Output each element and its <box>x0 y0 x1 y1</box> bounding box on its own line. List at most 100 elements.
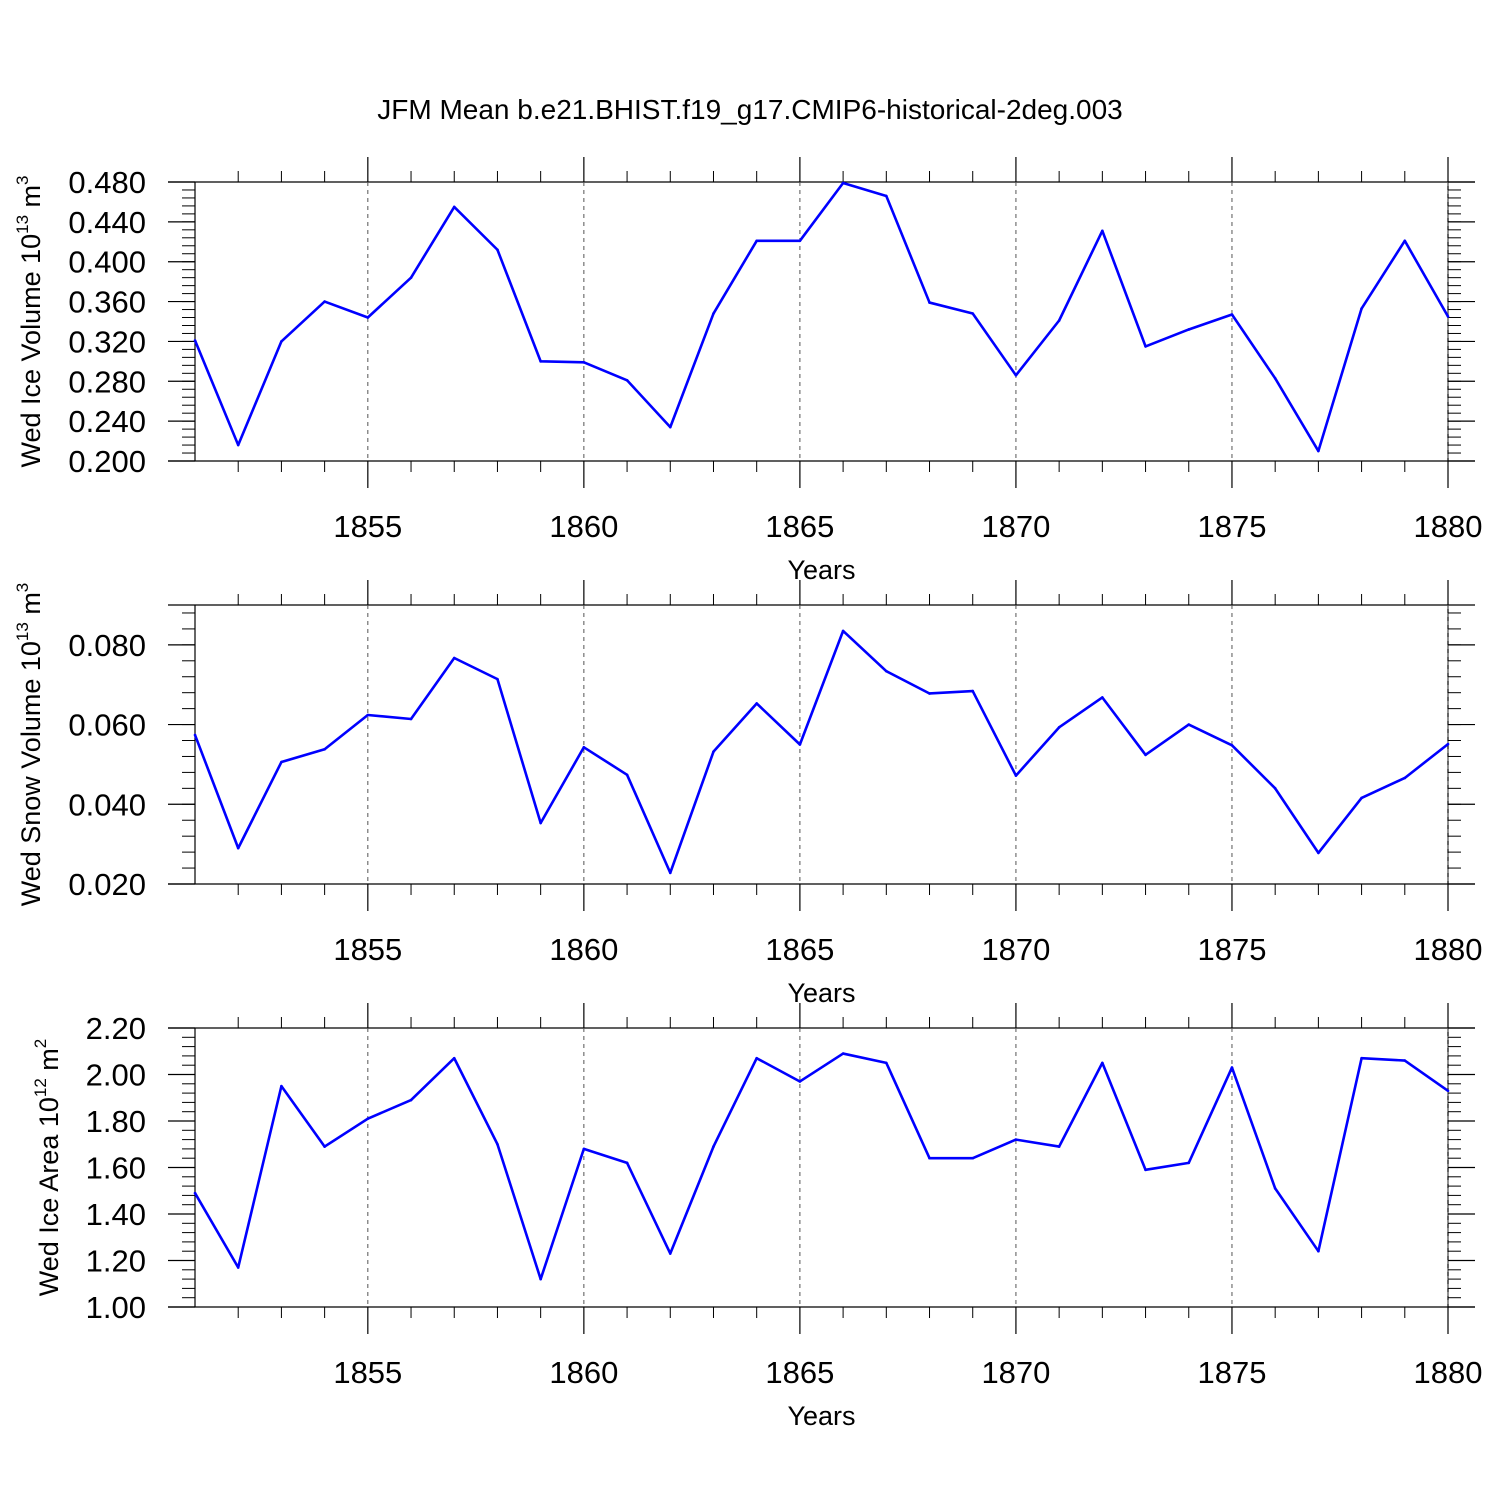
x-tick-label: 1865 <box>765 1355 834 1390</box>
data-point <box>1014 774 1018 777</box>
data-point <box>798 743 802 746</box>
data-point <box>1446 1089 1450 1093</box>
data-point <box>1057 319 1061 322</box>
data-point <box>1057 726 1061 729</box>
panel-2: 1855 1860 1865 1870 1875 1880 0.020 0.040 0.060 0… <box>13 580 1482 1008</box>
data-point <box>885 1061 888 1065</box>
data-point <box>712 750 715 753</box>
data-point <box>323 1145 326 1148</box>
data-point <box>1273 787 1277 790</box>
data-point <box>452 656 456 660</box>
data-point <box>539 821 542 825</box>
data-point <box>841 629 845 633</box>
data-point <box>1014 374 1018 377</box>
data-point <box>1187 328 1191 331</box>
data-point <box>1057 1145 1061 1148</box>
data-point <box>1230 313 1234 316</box>
data-point <box>452 205 456 209</box>
data-point <box>1317 851 1320 855</box>
data-point <box>323 747 326 751</box>
x-tick-label: 1880 <box>1414 509 1483 544</box>
panel-3: 1855 1860 1865 1870 1875 1880 1.00 1.20 1.40 1.60… <box>31 1003 1482 1431</box>
x-tick-label: 1875 <box>1197 509 1266 544</box>
series-line <box>193 181 1450 453</box>
data-point <box>625 773 629 777</box>
x-tick-label: 1855 <box>333 1355 402 1390</box>
data-point <box>755 239 758 243</box>
y-tick-label: 0.480 <box>68 165 146 200</box>
data-point <box>280 1084 283 1088</box>
data-point <box>841 1052 845 1055</box>
data-point <box>971 689 975 693</box>
x-tick-label: 1860 <box>549 1355 618 1390</box>
data-point <box>928 692 931 695</box>
data-point <box>366 1117 370 1120</box>
y-tick-label: 0.320 <box>68 324 146 359</box>
x-tick-label: 1870 <box>981 932 1050 967</box>
data-point <box>582 745 586 749</box>
x-tick-label: 1875 <box>1197 1355 1266 1390</box>
y-tick-label: 0.360 <box>68 285 146 320</box>
y-tick-label: 0.280 <box>68 364 146 399</box>
data-point <box>366 713 370 717</box>
x-tick-label: 1870 <box>981 509 1050 544</box>
x-tick-label: 1870 <box>981 1355 1050 1390</box>
data-point <box>236 846 240 850</box>
data-point <box>668 871 672 875</box>
data-point <box>236 1266 240 1269</box>
data-point <box>1360 1056 1363 1060</box>
panels: 1855 1860 1865 1870 1875 1880 0.200 0.240 0.280 0… <box>13 157 1482 1431</box>
x-tick-label: 1860 <box>549 932 618 967</box>
data-point <box>280 760 283 764</box>
y-tick-label: 1.20 <box>86 1244 146 1279</box>
data-point <box>625 378 629 382</box>
data-point <box>1403 776 1407 780</box>
data-point <box>1403 239 1407 243</box>
y-tick-label: 2.00 <box>86 1058 146 1093</box>
data-point <box>366 316 370 319</box>
data-point <box>1317 449 1320 453</box>
y-tick-label: 0.200 <box>68 444 146 479</box>
data-point <box>625 1161 629 1165</box>
data-point <box>798 1080 802 1083</box>
x-tick-label: 1855 <box>333 509 402 544</box>
y-axis-title: Wed Snow Volume 1013 m3 <box>13 583 46 907</box>
x-axis-title: Years <box>787 555 855 585</box>
y-axis-title: Wed Ice Volume 1013 m3 <box>13 175 46 467</box>
data-point <box>1403 1059 1407 1062</box>
data-point <box>885 669 888 673</box>
y-tick-label: 0.240 <box>68 404 146 439</box>
x-tick-label: 1875 <box>1197 932 1266 967</box>
x-tick-label: 1860 <box>549 509 618 544</box>
data-point <box>928 301 931 304</box>
data-point <box>1144 345 1147 348</box>
data-point <box>496 677 499 681</box>
data-point <box>539 1277 542 1281</box>
y-tick-label: 1.00 <box>86 1290 146 1325</box>
y-axis-title: Wed Ice Area 1012 m2 <box>31 1039 64 1297</box>
y-tick-label: 1.40 <box>86 1197 146 1232</box>
data-point <box>409 717 413 721</box>
y-tick-label: 0.080 <box>68 628 146 663</box>
data-point <box>1446 315 1450 318</box>
data-point <box>712 1145 715 1148</box>
data-point <box>1014 1138 1018 1141</box>
data-point <box>1446 742 1450 746</box>
x-tick-label: 1855 <box>333 932 402 967</box>
data-point <box>409 1098 413 1102</box>
data-point <box>193 339 197 342</box>
data-point <box>1230 743 1234 747</box>
y-tick-label: 1.60 <box>86 1151 146 1186</box>
x-tick-label: 1880 <box>1414 1355 1483 1390</box>
data-point <box>1101 696 1104 699</box>
data-point <box>755 702 758 705</box>
data-point <box>668 425 672 429</box>
data-point <box>668 1252 672 1255</box>
data-point <box>1360 796 1363 800</box>
data-point <box>1230 1066 1234 1069</box>
data-point <box>1101 229 1104 233</box>
data-point <box>712 312 715 315</box>
data-point <box>885 194 888 198</box>
data-point <box>1273 376 1277 380</box>
